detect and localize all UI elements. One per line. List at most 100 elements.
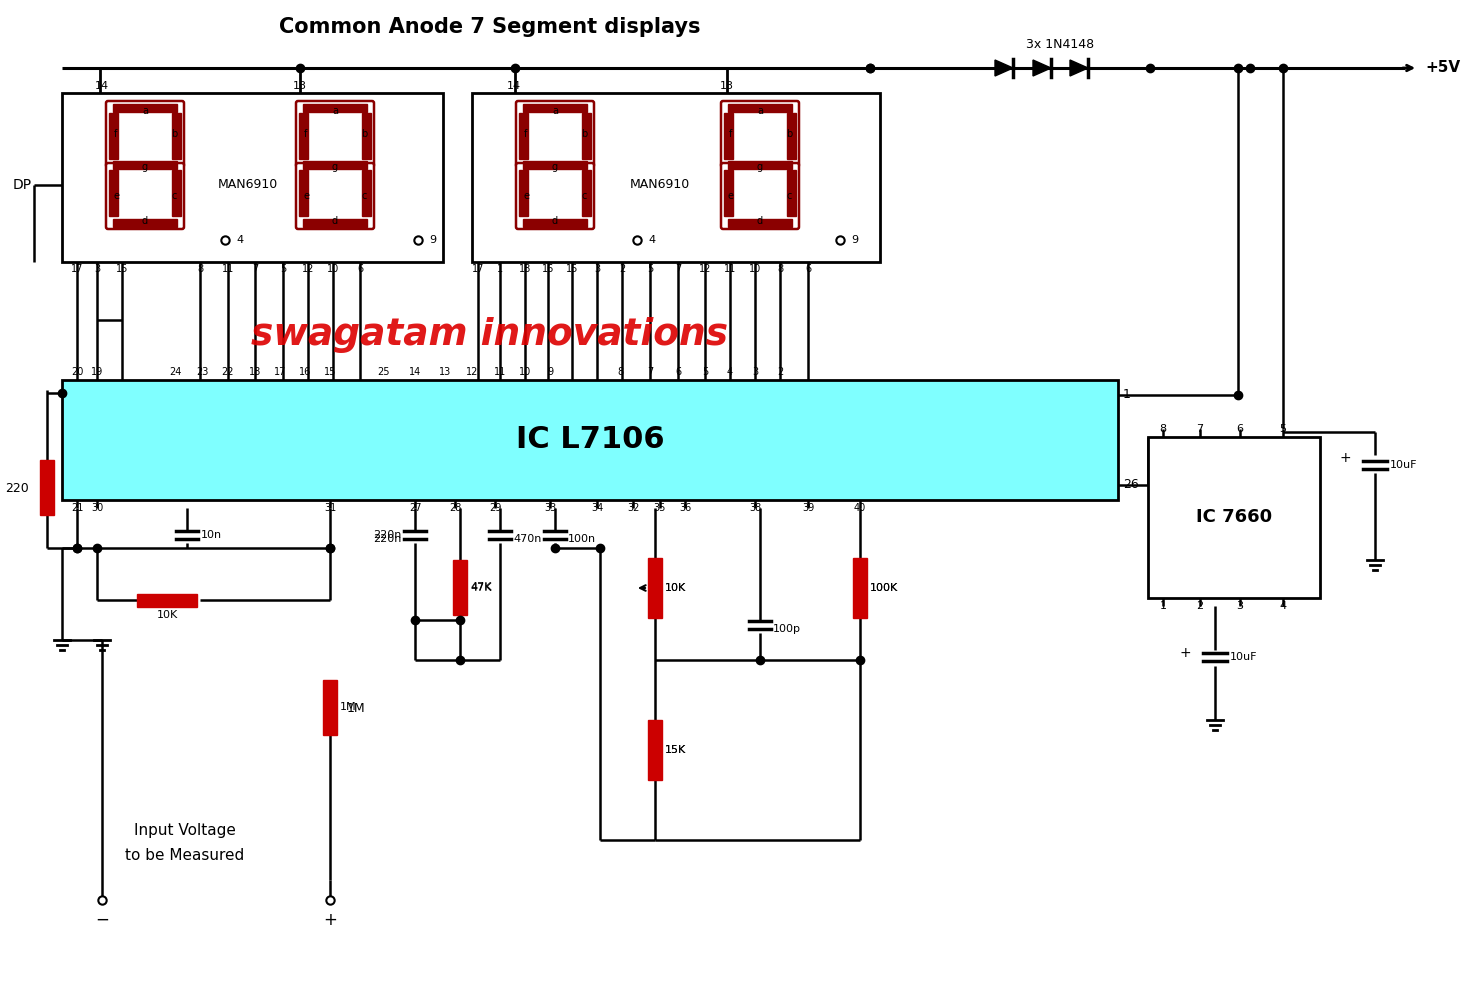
Text: 15: 15 <box>116 264 128 274</box>
Text: 5: 5 <box>647 264 654 274</box>
Text: 10K: 10K <box>666 583 686 593</box>
FancyBboxPatch shape <box>296 163 374 229</box>
Text: 38: 38 <box>749 503 761 513</box>
Text: 3: 3 <box>94 264 100 274</box>
Text: 32: 32 <box>627 503 639 513</box>
Bar <box>724 170 733 216</box>
Bar <box>172 170 180 216</box>
Bar <box>113 104 177 112</box>
Text: 10K: 10K <box>666 583 686 593</box>
Text: 16: 16 <box>299 367 311 377</box>
Text: b: b <box>172 129 177 139</box>
Text: c: c <box>361 191 366 201</box>
Bar <box>853 558 866 618</box>
Text: 11: 11 <box>221 264 235 274</box>
Bar <box>136 594 196 607</box>
Bar <box>648 720 663 780</box>
Text: 17: 17 <box>70 264 84 274</box>
Text: 16: 16 <box>542 264 554 274</box>
FancyBboxPatch shape <box>296 101 374 167</box>
Text: 14: 14 <box>507 81 520 91</box>
Text: 27: 27 <box>409 503 421 513</box>
Text: 220: 220 <box>6 481 29 494</box>
Text: f: f <box>114 129 117 139</box>
Bar <box>172 113 180 159</box>
Text: 22: 22 <box>221 367 235 377</box>
Text: 4: 4 <box>1280 601 1287 611</box>
Polygon shape <box>1034 60 1051 76</box>
FancyBboxPatch shape <box>721 101 799 167</box>
Text: 30: 30 <box>91 503 103 513</box>
Text: 8: 8 <box>777 264 783 274</box>
Text: IC 7660: IC 7660 <box>1196 509 1272 527</box>
Text: e: e <box>303 191 309 201</box>
Text: 7: 7 <box>647 367 654 377</box>
Text: 3: 3 <box>752 367 758 377</box>
Text: a: a <box>553 106 559 116</box>
Text: MAN6910: MAN6910 <box>218 178 279 191</box>
Text: 36: 36 <box>679 503 690 513</box>
Polygon shape <box>1070 60 1088 76</box>
Text: 3: 3 <box>1236 601 1243 611</box>
Bar <box>40 460 54 515</box>
Text: 9: 9 <box>547 367 553 377</box>
Text: 8: 8 <box>196 264 204 274</box>
Text: 28: 28 <box>449 503 462 513</box>
Text: 14: 14 <box>95 81 108 91</box>
Text: c: c <box>786 191 792 201</box>
Text: 11: 11 <box>724 264 736 274</box>
Text: 9: 9 <box>850 235 858 245</box>
Text: 8: 8 <box>617 367 623 377</box>
Text: 8: 8 <box>1160 424 1167 434</box>
Text: 18: 18 <box>519 264 531 274</box>
Bar <box>1148 437 1319 598</box>
Text: 2: 2 <box>619 264 625 274</box>
Text: +5V: +5V <box>1425 60 1460 75</box>
Text: f: f <box>525 129 528 139</box>
Text: b: b <box>786 129 792 139</box>
Text: 6: 6 <box>805 264 811 274</box>
Text: 13: 13 <box>438 367 452 377</box>
Text: 18: 18 <box>249 367 261 377</box>
Text: c: c <box>172 191 177 201</box>
Text: 15K: 15K <box>666 745 686 755</box>
Text: d: d <box>756 216 764 226</box>
Bar <box>519 170 528 216</box>
Text: 23: 23 <box>196 367 208 377</box>
Text: 470n: 470n <box>513 534 541 544</box>
Text: −: − <box>95 911 108 929</box>
FancyBboxPatch shape <box>721 163 799 229</box>
Text: 9: 9 <box>430 235 435 245</box>
Text: e: e <box>523 191 529 201</box>
Text: 6: 6 <box>674 367 682 377</box>
Text: 1M: 1M <box>340 703 356 713</box>
Bar <box>523 104 586 112</box>
Text: 1: 1 <box>1123 388 1130 402</box>
Text: 15: 15 <box>324 367 336 377</box>
Polygon shape <box>995 60 1013 76</box>
Text: 47K: 47K <box>471 583 491 593</box>
Bar <box>323 680 337 735</box>
Text: 19: 19 <box>91 367 103 377</box>
Bar <box>582 170 591 216</box>
Text: 10: 10 <box>519 367 531 377</box>
Text: b: b <box>581 129 586 139</box>
Text: d: d <box>142 216 148 226</box>
Text: f: f <box>305 129 308 139</box>
Text: 3x 1N4148: 3x 1N4148 <box>1026 39 1094 51</box>
Text: 39: 39 <box>802 503 814 513</box>
FancyBboxPatch shape <box>516 101 594 167</box>
Bar <box>453 560 468 615</box>
Text: 6: 6 <box>356 264 364 274</box>
Text: 29: 29 <box>488 503 501 513</box>
Bar <box>362 170 371 216</box>
Text: 7: 7 <box>252 264 258 274</box>
Text: 3: 3 <box>594 264 600 274</box>
Text: 220n: 220n <box>372 530 402 540</box>
Text: 12: 12 <box>466 367 478 377</box>
Bar <box>729 104 792 112</box>
Bar <box>648 558 663 618</box>
Bar <box>362 113 371 159</box>
Text: 4: 4 <box>236 235 243 245</box>
Text: 13: 13 <box>720 81 734 91</box>
